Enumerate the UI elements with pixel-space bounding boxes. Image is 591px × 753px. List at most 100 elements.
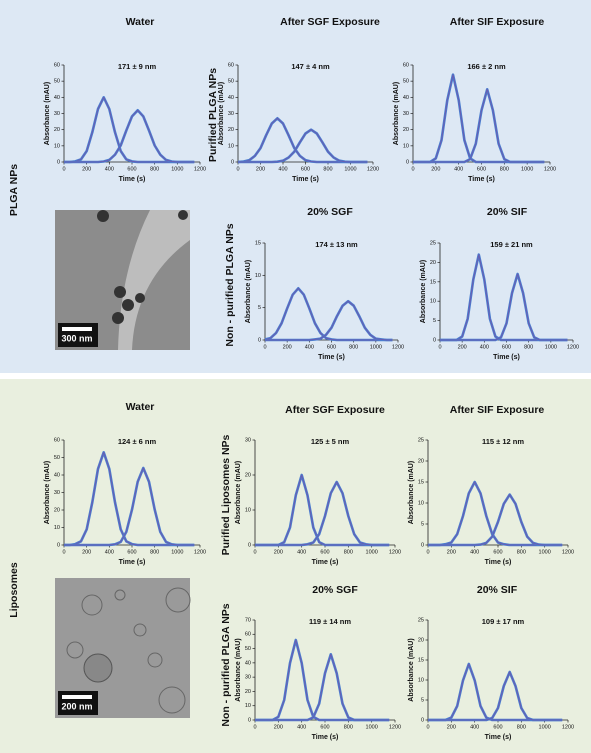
x-tick-label: 400 <box>305 344 314 350</box>
micrograph: 200 nm <box>55 578 191 718</box>
x-tick-label: 400 <box>278 166 287 172</box>
x-tick-label: 800 <box>517 724 526 730</box>
fit-curve <box>428 671 563 721</box>
col-header: After SIF Exposure <box>450 404 545 416</box>
x-tick-label: 800 <box>150 549 159 555</box>
x-tick-label: 1200 <box>562 724 574 730</box>
y-tick-label: 15 <box>418 657 424 663</box>
y-axis-label: Absorbance (mAU) <box>218 82 225 145</box>
y-tick-label: 50 <box>245 646 251 652</box>
chart-title: 119 ± 14 nm <box>309 617 351 626</box>
y-tick-label: 10 <box>418 500 424 506</box>
y-axis-label: Absorbance (mAU) <box>235 461 242 524</box>
y-tick-label: 15 <box>418 479 424 485</box>
y-tick-label: 60 <box>54 437 60 443</box>
chart-title: 125 ± 5 nm <box>311 437 350 446</box>
sub-header: 20% SIF <box>477 584 518 596</box>
panel-label: Liposomes <box>8 562 20 618</box>
y-tick-label: 10 <box>430 299 436 305</box>
row-label: Purified PLGA NPs <box>207 68 219 162</box>
chart-title: 109 ± 17 nm <box>482 617 525 626</box>
x-tick-label: 0 <box>438 344 441 350</box>
y-tick-label: 40 <box>54 472 60 478</box>
fit-curve <box>238 129 368 163</box>
x-tick-label: 800 <box>150 166 159 172</box>
x-tick-label: 1200 <box>567 344 579 350</box>
y-tick-label: 70 <box>245 617 251 623</box>
x-tick-label: 800 <box>344 724 353 730</box>
x-tick-label: 1000 <box>370 344 382 350</box>
y-axis-label: Absorbance (mAU) <box>44 82 51 145</box>
y-tick-label: 25 <box>418 437 424 443</box>
fit-curve <box>413 88 545 163</box>
x-tick-label: 1200 <box>389 549 401 555</box>
x-tick-label: 1000 <box>344 166 356 172</box>
y-tick-label: 0 <box>57 542 60 548</box>
y-tick-label: 10 <box>54 143 60 149</box>
y-tick-label: 0 <box>421 542 424 548</box>
x-tick-label: 1200 <box>544 166 556 172</box>
y-axis-label: Absorbance (mAU) <box>393 82 400 145</box>
y-tick-label: 30 <box>54 490 60 496</box>
chart-title: 159 ± 21 nm <box>490 240 533 249</box>
scale-bar-label: 300 nm <box>61 333 92 343</box>
col-header: Water <box>126 401 155 413</box>
col-header: Water <box>126 16 155 28</box>
fit-curve <box>255 481 390 546</box>
y-tick-label: 10 <box>255 273 261 279</box>
x-tick-label: 0 <box>426 549 429 555</box>
x-tick-label: 400 <box>105 166 114 172</box>
row-label: Non - purified PLGA NPs <box>220 603 232 726</box>
y-tick-label: 5 <box>421 697 424 703</box>
x-tick-label: 400 <box>105 549 114 555</box>
y-tick-label: 50 <box>54 79 60 85</box>
x-tick-label: 1200 <box>367 166 379 172</box>
chart-title: 147 ± 4 nm <box>291 62 330 71</box>
y-tick-label: 60 <box>245 632 251 638</box>
y-tick-label: 20 <box>245 472 251 478</box>
x-tick-label: 0 <box>253 549 256 555</box>
x-tick-label: 200 <box>431 166 440 172</box>
col-header: After SGF Exposure <box>285 404 385 416</box>
x-tick-label: 600 <box>493 549 502 555</box>
chart-title: 124 ± 6 nm <box>118 437 157 446</box>
fit-curve <box>64 109 195 163</box>
y-tick-label: 60 <box>228 62 234 68</box>
y-tick-label: 0 <box>406 159 409 165</box>
x-axis-label: Time (s) <box>119 176 146 183</box>
y-tick-label: 20 <box>403 127 409 133</box>
chart-title: 174 ± 13 nm <box>315 240 358 249</box>
y-tick-label: 15 <box>255 240 261 246</box>
x-tick-label: 400 <box>297 724 306 730</box>
x-tick-label: 1000 <box>539 724 551 730</box>
x-tick-label: 0 <box>426 724 429 730</box>
row-label: Non - purified PLGA NPs <box>224 223 236 346</box>
y-tick-label: 40 <box>403 95 409 101</box>
x-axis-label: Time (s) <box>468 176 495 183</box>
y-tick-label: 25 <box>430 240 436 246</box>
x-tick-label: 800 <box>524 344 533 350</box>
y-tick-label: 0 <box>57 159 60 165</box>
y-tick-label: 0 <box>421 717 424 723</box>
y-tick-label: 20 <box>245 689 251 695</box>
y-tick-label: 10 <box>54 525 60 531</box>
x-tick-label: 600 <box>301 166 310 172</box>
x-tick-label: 200 <box>447 549 456 555</box>
y-tick-label: 0 <box>433 337 436 343</box>
x-tick-label: 1200 <box>392 344 404 350</box>
y-tick-label: 10 <box>228 143 234 149</box>
scale-bar-label: 200 nm <box>61 701 92 711</box>
y-tick-label: 5 <box>258 305 261 311</box>
x-tick-label: 1000 <box>521 166 533 172</box>
y-tick-label: 30 <box>245 675 251 681</box>
x-tick-label: 400 <box>297 549 306 555</box>
x-tick-label: 1200 <box>194 166 206 172</box>
col-header: After SGF Exposure <box>280 16 380 28</box>
x-tick-label: 800 <box>500 166 509 172</box>
y-axis-label: Absorbance (mAU) <box>408 638 415 701</box>
x-tick-label: 1200 <box>389 724 401 730</box>
y-tick-label: 10 <box>245 703 251 709</box>
y-tick-label: 30 <box>403 111 409 117</box>
x-tick-label: 400 <box>480 344 489 350</box>
y-axis-label: Absorbance (mAU) <box>235 638 242 701</box>
